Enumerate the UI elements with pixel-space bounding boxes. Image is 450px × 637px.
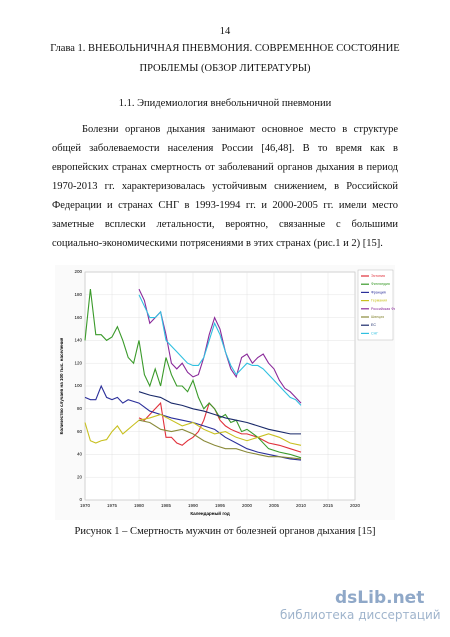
chapter-title: Глава 1. ВНЕБОЛЬНИЧНАЯ ПНЕВМОНИЯ. СОВРЕМ…: [50, 43, 400, 54]
chart: Календарный год Количество случаев на 10…: [55, 265, 395, 520]
legend-label: СНГ: [371, 331, 378, 335]
legend-label: Швеция: [371, 315, 384, 319]
legend-label: Российская Федерация: [371, 307, 395, 311]
x-tick-label: 1990: [188, 503, 199, 508]
legend-label: ЕС: [371, 323, 376, 327]
caption: Рисунок 1 – Смертность мужчин от болезне…: [74, 526, 376, 537]
y-tick-label: 20: [77, 474, 83, 479]
y-tick-label: 140: [74, 338, 82, 343]
x-tick-label: 1995: [215, 503, 226, 508]
watermark: библиотека диссертаций: [280, 608, 441, 622]
x-tick-label: 2005: [269, 503, 280, 508]
y-tick-label: 200: [74, 269, 82, 274]
legend: [357, 269, 394, 341]
series-line: [84, 413, 302, 446]
legend-label: Франция: [371, 290, 386, 294]
x-tick-label: 2020: [350, 503, 361, 508]
y-tick-label: 160: [74, 315, 82, 320]
series-line: [84, 384, 302, 461]
legend-label: Финляндия: [371, 282, 390, 286]
chapter-title: ПРОБЛЕМЫ (ОБЗОР ЛИТЕРАТУРЫ): [139, 63, 311, 74]
y-tick-label: 100: [74, 383, 82, 388]
y-tick-label: 180: [74, 292, 82, 297]
x-tick-label: 1975: [107, 503, 118, 508]
section-title: 1.1. Эпидемиология внебольничной пневмон…: [118, 98, 332, 109]
y-tick-label: 40: [77, 452, 83, 457]
page-number: 14: [219, 26, 231, 37]
y-axis-label: Количество случаев на 100 тыс. населения: [59, 337, 64, 434]
paragraph: Болезни органов дыхания занимают основно…: [52, 124, 398, 249]
x-tick-label: 2015: [323, 503, 334, 508]
x-tick-label: 1970: [80, 503, 91, 508]
series-line: [138, 419, 302, 460]
legend-label: Эстония: [371, 274, 385, 278]
legend-label: Германия: [371, 299, 387, 303]
watermark: dsLib.net: [335, 588, 425, 608]
x-tick-label: 2010: [296, 503, 307, 508]
x-tick-label: 1980: [134, 503, 145, 508]
y-tick-label: 80: [77, 406, 83, 411]
x-axis-label: Календарный год: [190, 510, 230, 516]
series-line: [138, 294, 302, 406]
series-line: [84, 289, 302, 459]
y-tick-label: 120: [74, 360, 82, 365]
y-tick-label: 0: [79, 497, 82, 502]
y-tick-label: 60: [77, 429, 83, 434]
series-line: [138, 391, 301, 435]
x-tick-label: 2000: [242, 503, 253, 508]
x-tick-label: 1985: [161, 503, 172, 508]
series-line: [138, 288, 302, 404]
